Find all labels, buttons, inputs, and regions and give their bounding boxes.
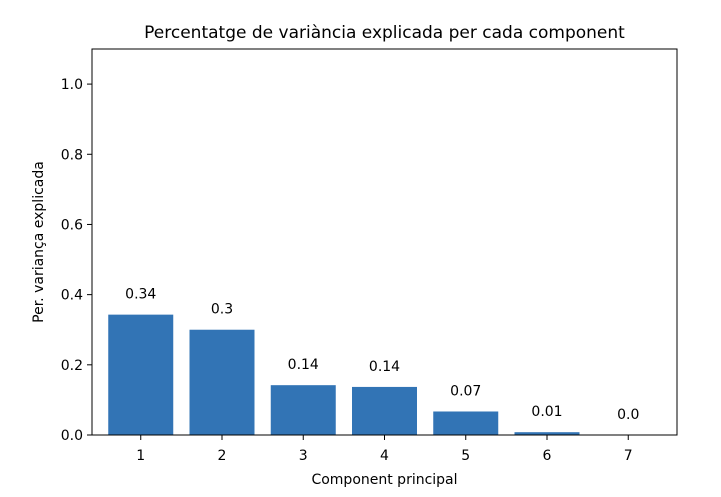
- data-label-7: 0.0: [617, 407, 639, 423]
- y-tick-label-0: 0.0: [61, 428, 83, 444]
- x-tick-label-2: 2: [218, 448, 227, 464]
- chart-title: Percentatge de variància explicada per c…: [144, 23, 625, 43]
- x-axis-ticks: 1 2 3 4 5 6 7: [136, 435, 633, 464]
- x-tick-label-6: 6: [543, 448, 552, 464]
- bar-6: [514, 432, 580, 435]
- plot-frame: [91, 48, 678, 436]
- x-tick-label-7: 7: [624, 448, 633, 464]
- bar-3: [270, 385, 336, 435]
- y-axis-label: Per. variança explicada: [31, 161, 47, 323]
- x-tick-label-4: 4: [380, 448, 389, 464]
- x-tick-label-5: 5: [461, 448, 470, 464]
- data-label-4: 0.14: [369, 359, 400, 375]
- data-label-1: 0.34: [125, 287, 156, 303]
- data-label-3: 0.14: [288, 357, 319, 373]
- y-tick-label-4: 0.8: [61, 147, 83, 163]
- x-tick-label-3: 3: [299, 448, 308, 464]
- data-labels-group: 0.34 0.3 0.14 0.14 0.07 0.01 0.0: [125, 287, 639, 423]
- data-label-5: 0.07: [450, 383, 481, 399]
- bar-1: [108, 314, 174, 435]
- bar-5: [433, 411, 499, 435]
- data-label-2: 0.3: [211, 302, 233, 318]
- y-tick-label-5: 1.0: [61, 77, 83, 93]
- data-label-6: 0.01: [531, 404, 562, 420]
- x-axis-label: Component principal: [311, 472, 457, 488]
- bars-group: [108, 314, 580, 435]
- y-tick-label-2: 0.4: [61, 288, 83, 304]
- bar-4: [352, 386, 417, 435]
- y-axis-ticks: 0.0 0.2 0.4 0.6 0.8 1.0: [61, 77, 92, 444]
- y-tick-label-3: 0.6: [61, 217, 83, 233]
- y-tick-label-1: 0.2: [61, 358, 83, 374]
- bar-2: [189, 329, 255, 435]
- x-tick-label-1: 1: [136, 448, 145, 464]
